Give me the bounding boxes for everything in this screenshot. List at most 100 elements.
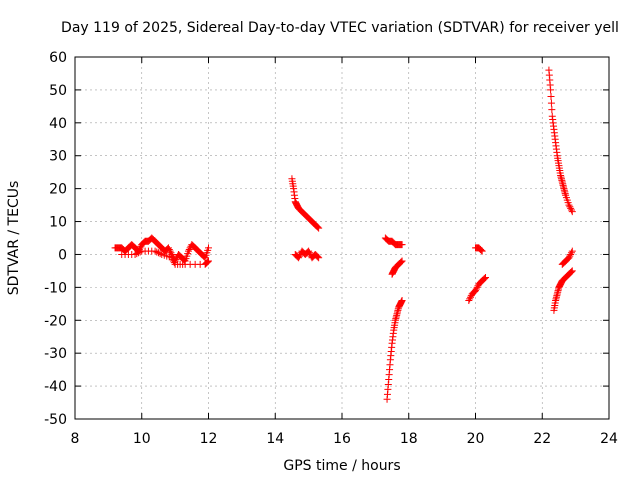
data-point [398,257,406,265]
y-tick-label: 50 [49,83,67,99]
series-arc-17.4h-deep [383,297,406,403]
data-point [567,206,575,214]
series-arc-17.5h-mid [388,257,406,278]
data-point [478,247,486,255]
data-point [134,249,142,257]
y-axis-label: SDTVAR / TECUs [6,181,22,296]
series-arc-14.5h-upper [288,175,323,232]
y-tick-label: 10 [49,215,67,231]
data-point [156,250,164,258]
series-arc-14.6h-lower [291,247,323,262]
data-point [164,244,172,252]
tick-labels: 8 10 12 14 16 18 20 22 24 -50 -40 -30 -20 -10 0 10 20 30 4… [44,50,618,447]
series-arc-22.2h-upper [545,66,576,216]
data-point [313,252,321,260]
data-point [154,249,162,257]
data-point [180,256,188,264]
data-point [153,248,161,256]
data-point [567,268,575,276]
x-tick-label: 8 [71,431,80,447]
data-point [133,250,141,258]
data-point [203,259,211,267]
data-point [205,257,212,265]
x-tick-label: 12 [200,431,218,447]
data-point [184,247,192,255]
data-point [566,203,574,211]
data-point [548,106,556,114]
x-tick-label: 10 [133,431,151,447]
x-tick-label: 24 [600,431,618,447]
y-tick-label: 0 [58,247,67,263]
data-point [568,247,576,255]
data-point [567,250,575,258]
data-point [565,254,573,262]
data-point [169,257,177,265]
y-tick-label: -40 [44,379,67,395]
data-point [567,204,575,212]
data-point [473,283,481,291]
x-axis-label: GPS time / hours [283,458,400,474]
data-point [466,293,474,301]
data-point [170,259,178,267]
data-point [398,297,406,305]
axis-ticks [74,56,610,420]
data-point [165,246,173,254]
x-tick-label: 14 [266,431,284,447]
series-arc-22.3h-lower [550,267,576,314]
data-point [313,222,321,230]
data-point [398,241,406,249]
y-tick-label: -30 [44,346,67,362]
data-point [567,269,575,277]
series-arc-9h-12h-lower [118,247,212,268]
y-tick-label: -20 [44,313,67,329]
data-point [565,201,573,209]
data-point [482,273,490,281]
data-point [205,244,212,252]
data-point [305,249,313,257]
data-point [315,224,323,232]
data-point [480,275,488,283]
x-tick-label: 16 [333,431,351,447]
chart-title: Day 119 of 2025, Sidereal Day-to-day VTE… [61,20,619,36]
grid [75,57,609,419]
data-point [169,255,177,263]
data-point [547,86,555,94]
data-point [566,252,574,260]
data-point [204,258,212,266]
data-point [314,253,322,261]
y-tick-label: 60 [49,50,67,66]
data-point [315,254,323,262]
data-point [295,254,303,262]
y-tick-label: -10 [44,280,67,296]
x-tick-label: 22 [533,431,551,447]
data-point [466,295,474,303]
data-point [200,253,208,261]
series-arc-17.3h-upper [381,234,406,249]
y-tick-label: 30 [49,149,67,165]
data-point [151,247,159,255]
x-tick-label: 18 [400,431,418,447]
data-point [477,246,485,254]
data-point [472,287,479,295]
data-point [472,285,480,293]
data-point [305,247,313,255]
x-tick-label: 20 [467,431,485,447]
data-point [397,258,405,266]
data-point [295,252,303,260]
y-tick-label: 40 [49,116,67,132]
data-point [167,249,175,257]
data-point [547,99,555,107]
data-point [166,247,174,255]
data-point [136,248,144,256]
series-arc-20h-upper [472,244,486,255]
series-arc-20h-lower [465,273,490,305]
data-points [111,66,576,403]
data-point [168,254,176,262]
data-point [481,274,489,282]
series-arc-9h-12h [111,234,212,265]
series-arc-22.6h-mid [558,247,576,268]
data-point [314,223,322,231]
data-point [568,208,576,216]
data-point [477,246,485,254]
